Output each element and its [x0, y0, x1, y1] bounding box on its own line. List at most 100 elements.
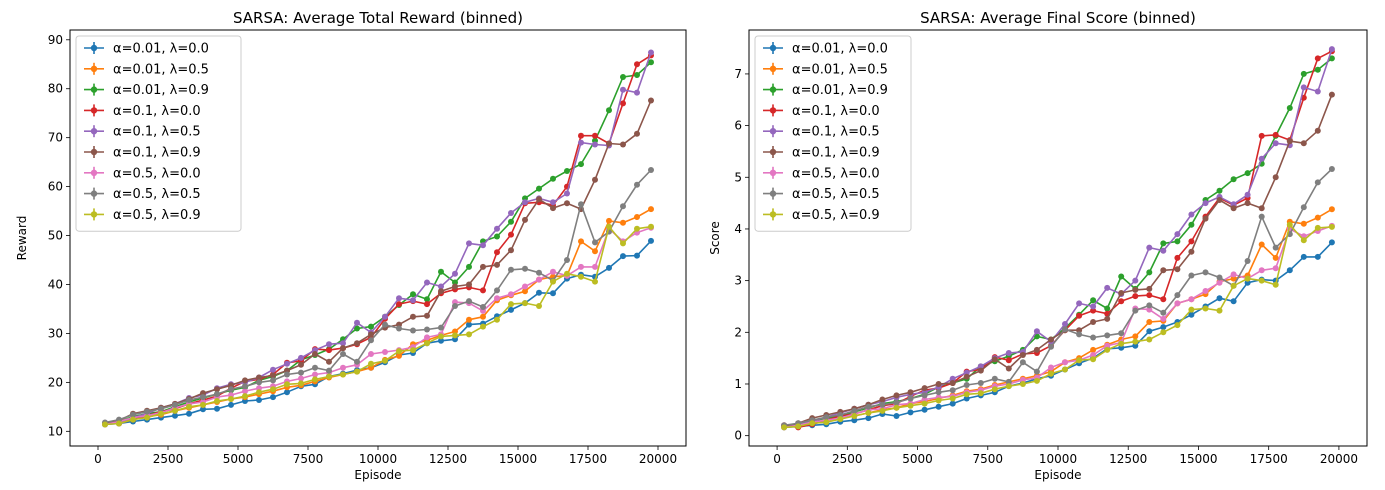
data-point	[921, 392, 928, 399]
series-line	[784, 241, 1333, 429]
data-point	[1076, 300, 1083, 307]
data-point	[1104, 332, 1111, 339]
data-point	[494, 316, 500, 323]
data-point	[354, 358, 360, 365]
legend-marker	[769, 107, 777, 114]
series-line	[784, 48, 1333, 428]
data-point	[851, 417, 858, 424]
data-point	[1104, 284, 1111, 291]
data-point	[438, 324, 444, 331]
data-point	[144, 408, 150, 415]
data-point	[424, 301, 430, 308]
data-point	[354, 340, 360, 347]
series-line	[104, 225, 652, 426]
data-point	[1118, 330, 1125, 337]
data-point	[326, 358, 332, 365]
data-point	[1062, 326, 1068, 333]
data-point	[508, 210, 514, 216]
data-point	[564, 200, 570, 207]
data-point	[396, 301, 402, 308]
legend-item: α=0.01, λ=0.5	[763, 62, 888, 77]
data-point	[977, 390, 984, 397]
data-point	[851, 407, 858, 414]
data-point	[1146, 336, 1153, 343]
data-point	[949, 375, 956, 382]
data-point	[893, 392, 900, 399]
data-point	[368, 360, 374, 367]
data-point	[907, 395, 914, 402]
data-point	[382, 357, 388, 364]
x-tick-label: 10000	[359, 452, 397, 466]
x-tick-label: 20000	[639, 452, 677, 466]
data-point	[1090, 334, 1097, 341]
series-7	[102, 224, 654, 428]
data-point	[606, 140, 612, 147]
data-point	[1188, 306, 1195, 313]
data-point	[256, 397, 262, 403]
data-point	[1230, 176, 1237, 183]
chart-panel-2: SARSA: Average Final Score (binned)0 2500…	[708, 9, 1368, 482]
data-point	[186, 403, 192, 410]
data-point	[480, 304, 486, 310]
data-point	[326, 367, 332, 374]
data-point	[1216, 279, 1223, 286]
data-point	[424, 340, 430, 347]
data-point	[648, 223, 654, 230]
data-point	[620, 203, 626, 210]
data-point	[1300, 237, 1307, 244]
data-point	[1230, 271, 1237, 278]
data-point	[312, 371, 318, 378]
data-point	[1188, 296, 1195, 303]
data-point	[1258, 132, 1265, 139]
data-point	[1216, 187, 1223, 194]
data-point	[452, 332, 458, 339]
data-point	[592, 278, 598, 285]
data-point	[480, 323, 486, 330]
legend-label: α=0.5, λ=0.5	[792, 187, 880, 202]
x-tick-label: 12500	[429, 452, 467, 466]
data-point	[1244, 170, 1251, 177]
data-point	[172, 401, 178, 408]
data-point	[172, 412, 178, 419]
data-point	[1090, 346, 1097, 353]
data-point	[312, 376, 318, 383]
y-tick-label: 60	[48, 180, 63, 194]
data-point	[1244, 279, 1251, 286]
data-point	[1005, 378, 1012, 385]
data-point	[1244, 191, 1251, 198]
data-point	[508, 301, 514, 308]
data-point	[1062, 359, 1068, 366]
data-point	[158, 410, 164, 417]
legend-label: α=0.01, λ=0.9	[113, 83, 209, 98]
data-point	[410, 297, 416, 304]
data-point	[634, 181, 640, 188]
legend-label: α=0.01, λ=0.5	[113, 62, 209, 77]
data-point	[1104, 305, 1111, 312]
data-point	[781, 424, 788, 431]
data-point	[1328, 91, 1335, 98]
legend-label: α=0.5, λ=0.5	[113, 187, 201, 202]
data-point	[494, 225, 500, 232]
data-point	[592, 141, 598, 148]
data-point	[340, 340, 346, 347]
data-point	[907, 389, 914, 396]
data-point	[921, 385, 928, 392]
data-point	[907, 409, 914, 416]
data-point	[1033, 328, 1040, 335]
data-point	[1216, 295, 1223, 302]
data-point	[949, 400, 956, 407]
data-point	[592, 263, 598, 270]
data-point	[592, 248, 598, 255]
data-point	[1019, 381, 1026, 387]
data-point	[1146, 244, 1153, 251]
legend-marker	[769, 44, 777, 52]
data-point	[508, 266, 514, 273]
data-point	[1244, 275, 1251, 282]
data-point	[963, 395, 970, 402]
series-line	[784, 224, 1332, 429]
data-point	[1160, 240, 1167, 247]
data-point	[480, 242, 486, 249]
legend-marker	[90, 86, 98, 93]
data-point	[1314, 66, 1321, 73]
data-point	[1174, 300, 1181, 307]
